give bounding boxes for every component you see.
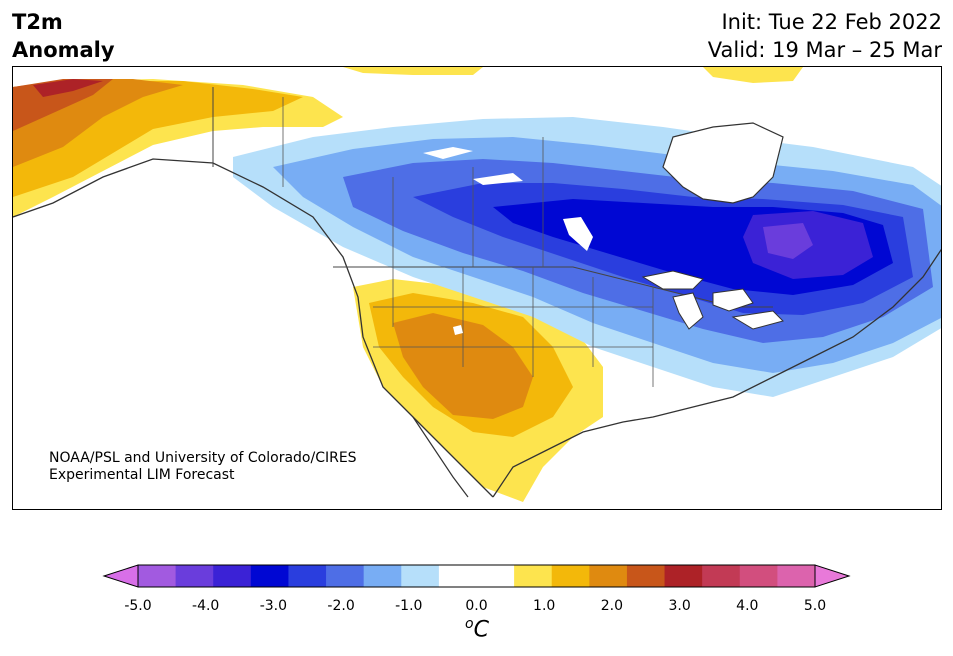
colorbar-cell <box>551 565 590 587</box>
lake-great-salt <box>453 325 463 335</box>
credit-line-2: Experimental LIM Forecast <box>49 467 235 483</box>
hudson-bay <box>662 122 784 204</box>
unit-letter: C <box>473 617 489 643</box>
colorbar-tick-label: 2.0 <box>600 598 624 614</box>
colorbar-tick-label: 0.0 <box>465 598 488 614</box>
colorbar-cell <box>175 565 214 587</box>
colorbar-tick-label: -4.0 <box>192 598 220 614</box>
map-title: T2m Anomaly <box>12 8 115 64</box>
colorbar-cell <box>777 565 816 587</box>
colorbar-tick-label: -2.0 <box>327 598 355 614</box>
colorbar-unit: oC <box>465 616 489 642</box>
credit-line-1: NOAA/PSL and University of Colorado/CIRE… <box>49 450 357 466</box>
colorbar-cells <box>138 565 816 587</box>
lake-athabasca <box>473 173 523 185</box>
colorbar-arrow-right <box>814 564 851 588</box>
colorbar-cell <box>702 565 741 587</box>
colorbar-cell <box>363 565 402 587</box>
colorbar-tick-label: -5.0 <box>124 598 152 614</box>
title-quantity: Anomaly <box>12 38 115 62</box>
valid-dates: Valid: 19 Mar – 25 Mar <box>707 38 942 62</box>
degree-symbol: o <box>465 616 474 632</box>
colorbar-cell <box>401 565 440 587</box>
colorbar-tick-label: 5.0 <box>803 598 827 614</box>
colorbar-cell <box>589 565 628 587</box>
lake-great-bear <box>423 147 473 159</box>
colorbar-tick-label: 1.0 <box>533 598 556 614</box>
state-lines <box>282 97 654 387</box>
title-variable: T2m <box>12 10 63 34</box>
colorbar-tick-label: -3.0 <box>259 598 288 614</box>
colorbar-cell <box>664 565 703 587</box>
colorbar-cell <box>250 565 289 587</box>
init-date: Init: Tue 22 Feb 2022 <box>721 10 942 34</box>
coastline-west <box>13 158 494 498</box>
warm-alaska-max <box>33 79 103 97</box>
colorbar-frame <box>137 564 816 588</box>
warm-arctic-strip <box>343 67 483 75</box>
credit-text: NOAA/PSL and University of Colorado/CIRE… <box>49 450 357 484</box>
map-canvas <box>13 67 941 502</box>
colorbar-cell <box>326 565 365 587</box>
colorbar-cell <box>476 565 515 587</box>
colorbar-cell <box>213 565 252 587</box>
colorbar-tick-label: 4.0 <box>736 598 759 614</box>
warm-arctic-strip-east <box>703 67 803 83</box>
coastline-gulf <box>492 248 941 498</box>
anomaly-map <box>12 66 942 510</box>
colorbar-cell <box>288 565 327 587</box>
warm-alaska-peak <box>13 79 113 131</box>
colorbar-arrow-left <box>102 564 139 588</box>
colorbar-cell <box>626 565 666 587</box>
coastline-baja <box>412 416 469 498</box>
cold-peak <box>763 223 813 259</box>
colorbar-cell <box>739 565 778 587</box>
colorbar-cell <box>514 565 553 587</box>
colorbar-tick-label: -1.0 <box>395 598 423 614</box>
colorbar-tick-label: 3.0 <box>668 598 691 614</box>
colorbar-cell <box>138 565 177 587</box>
colorbar-cell <box>438 565 477 587</box>
forecast-dates: Init: Tue 22 Feb 2022 Valid: 19 Mar – 25… <box>708 8 942 64</box>
great-lakes <box>641 270 784 330</box>
lake-winnipeg <box>563 217 593 251</box>
